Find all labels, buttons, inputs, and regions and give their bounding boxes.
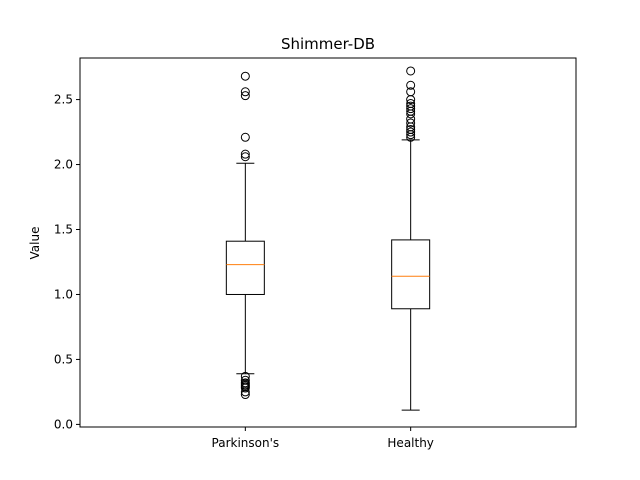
outlier-point bbox=[240, 71, 250, 81]
y-tick-label: 2.0 bbox=[54, 158, 73, 172]
outlier-point bbox=[240, 390, 250, 400]
chart-title: Shimmer-DB bbox=[281, 35, 375, 53]
outlier-point bbox=[240, 149, 250, 159]
outlier-point bbox=[240, 91, 250, 101]
box-iqr bbox=[391, 239, 431, 310]
outlier-point bbox=[406, 130, 416, 140]
box-iqr bbox=[225, 240, 265, 295]
y-tick-label: 0.0 bbox=[54, 417, 73, 431]
y-tick-label: 2.5 bbox=[54, 93, 73, 107]
x-tick-label: Healthy bbox=[387, 436, 434, 450]
y-tick-label: 0.5 bbox=[54, 352, 73, 366]
outlier-point bbox=[240, 132, 250, 142]
outlier-point bbox=[240, 87, 250, 97]
outlier-point bbox=[240, 387, 250, 397]
x-tick-label: Parkinson's bbox=[212, 436, 280, 450]
outlier-point bbox=[406, 80, 416, 90]
outlier-point bbox=[240, 152, 250, 162]
outlier-point bbox=[240, 383, 250, 393]
y-tick-label: 1.0 bbox=[54, 287, 73, 301]
outlier-point bbox=[406, 95, 416, 105]
outlier-point bbox=[406, 66, 416, 76]
y-tick-label: 1.5 bbox=[54, 223, 73, 237]
outlier-point bbox=[406, 132, 416, 142]
outlier-point bbox=[406, 118, 416, 128]
outlier-point bbox=[406, 109, 416, 119]
outlier-point bbox=[406, 104, 416, 114]
plot-area: 0.0 0.5 1.0 1.5 2.0 2.5 Parkinson's Healthy bbox=[54, 57, 577, 450]
outlier-point bbox=[406, 127, 416, 137]
y-axis-label: Value bbox=[28, 227, 42, 260]
axes-frame bbox=[79, 57, 577, 428]
